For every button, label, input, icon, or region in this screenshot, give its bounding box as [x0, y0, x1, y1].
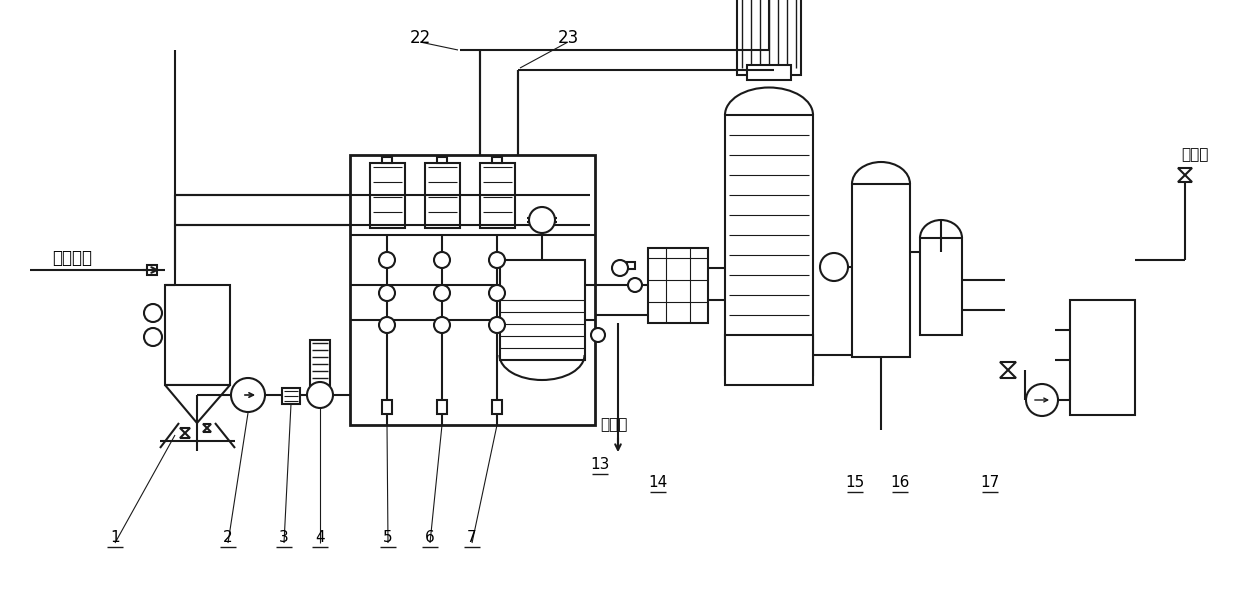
Bar — [500, 260, 585, 360]
Bar — [737, 0, 801, 75]
Bar — [746, 65, 791, 80]
Text: 6: 6 — [425, 530, 435, 545]
Bar — [725, 115, 813, 375]
Text: 16: 16 — [890, 475, 910, 490]
Bar — [281, 388, 300, 404]
Circle shape — [627, 278, 642, 292]
Bar — [480, 163, 515, 228]
Circle shape — [820, 253, 848, 281]
Circle shape — [144, 304, 162, 322]
Circle shape — [591, 328, 605, 342]
Bar — [920, 238, 962, 335]
Bar — [148, 265, 157, 275]
Circle shape — [379, 285, 396, 301]
Text: 7: 7 — [467, 530, 477, 545]
Circle shape — [489, 285, 505, 301]
Bar — [350, 155, 595, 425]
Circle shape — [1025, 384, 1058, 416]
Bar — [436, 400, 446, 414]
Polygon shape — [1178, 175, 1192, 182]
Text: 4: 4 — [315, 530, 325, 545]
Text: 1: 1 — [110, 530, 120, 545]
Circle shape — [613, 260, 627, 276]
Circle shape — [144, 328, 162, 346]
Circle shape — [489, 317, 505, 333]
Text: 15: 15 — [846, 475, 864, 490]
Circle shape — [379, 317, 396, 333]
Bar — [165, 285, 229, 385]
Circle shape — [529, 207, 556, 233]
Bar — [649, 248, 708, 323]
Circle shape — [434, 317, 450, 333]
Text: 5: 5 — [383, 530, 393, 545]
Circle shape — [231, 378, 265, 412]
Polygon shape — [203, 428, 211, 432]
Bar — [492, 400, 502, 414]
Text: 17: 17 — [981, 475, 999, 490]
Bar — [382, 400, 392, 414]
Bar — [725, 335, 813, 385]
Text: 14: 14 — [649, 475, 667, 490]
Polygon shape — [203, 424, 211, 428]
Text: 2: 2 — [223, 530, 233, 545]
Text: 自来水: 自来水 — [1182, 148, 1209, 163]
Text: 物料骨汤: 物料骨汤 — [52, 249, 92, 267]
Bar — [1070, 300, 1135, 415]
Polygon shape — [180, 433, 190, 438]
Polygon shape — [165, 385, 229, 423]
Circle shape — [308, 382, 334, 408]
Circle shape — [379, 252, 396, 268]
Polygon shape — [1178, 168, 1192, 175]
Polygon shape — [999, 362, 1016, 370]
Bar — [310, 340, 330, 385]
Bar — [627, 262, 635, 269]
Bar — [492, 157, 502, 163]
Bar — [382, 157, 392, 163]
Polygon shape — [999, 370, 1016, 378]
Bar — [370, 163, 405, 228]
Text: 23: 23 — [557, 29, 579, 47]
Polygon shape — [180, 428, 190, 433]
Bar — [425, 163, 460, 228]
Bar — [852, 184, 910, 357]
Circle shape — [434, 285, 450, 301]
Bar — [436, 157, 446, 163]
Text: 3: 3 — [279, 530, 289, 545]
Circle shape — [434, 252, 450, 268]
Circle shape — [489, 252, 505, 268]
Text: 22: 22 — [409, 29, 430, 47]
Text: 蒸馏水: 蒸馏水 — [600, 417, 627, 433]
Text: 13: 13 — [590, 457, 610, 472]
